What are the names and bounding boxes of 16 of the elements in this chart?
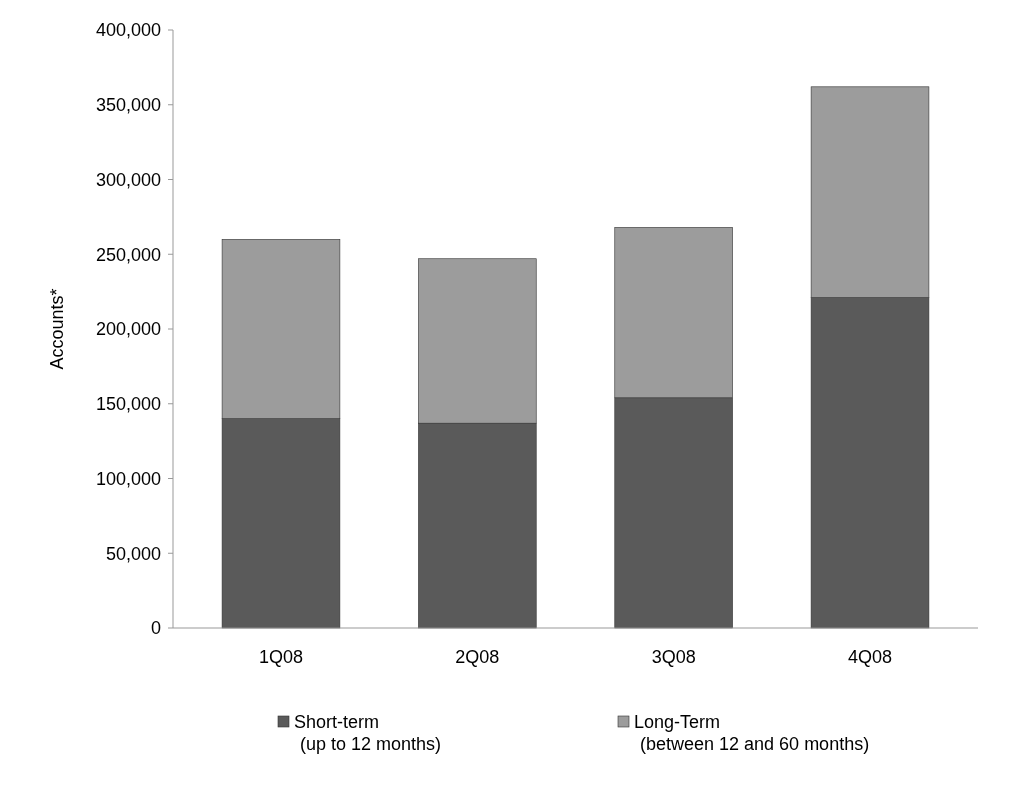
x-tick-label: 4Q08 (847, 647, 893, 667)
y-tick-label: 400,000 (95, 20, 161, 41)
y-axis-title: Accounts* (47, 288, 67, 370)
y-tick-label: 50,000 (105, 543, 161, 564)
legend-label: Short-term (up to 12 months) (294, 712, 442, 754)
y-tick-label: 150,000 (95, 394, 161, 415)
y-tick-label: 100,000 (95, 468, 161, 489)
y-tick-label: 0 (150, 618, 161, 639)
x-tick-label: 2Q08 (455, 647, 500, 667)
y-tick-label: 300,000 (95, 169, 161, 190)
x-tick-label: 1Q08 (258, 647, 304, 667)
y-tick-label: 350,000 (95, 95, 161, 116)
y-tick-label: 250,000 (95, 244, 161, 265)
y-tick-label: 200,000 (95, 319, 161, 340)
x-tick-label: 3Q08 (651, 647, 696, 667)
legend-label: Long-Term (between 12 and 60 months) (634, 712, 870, 754)
